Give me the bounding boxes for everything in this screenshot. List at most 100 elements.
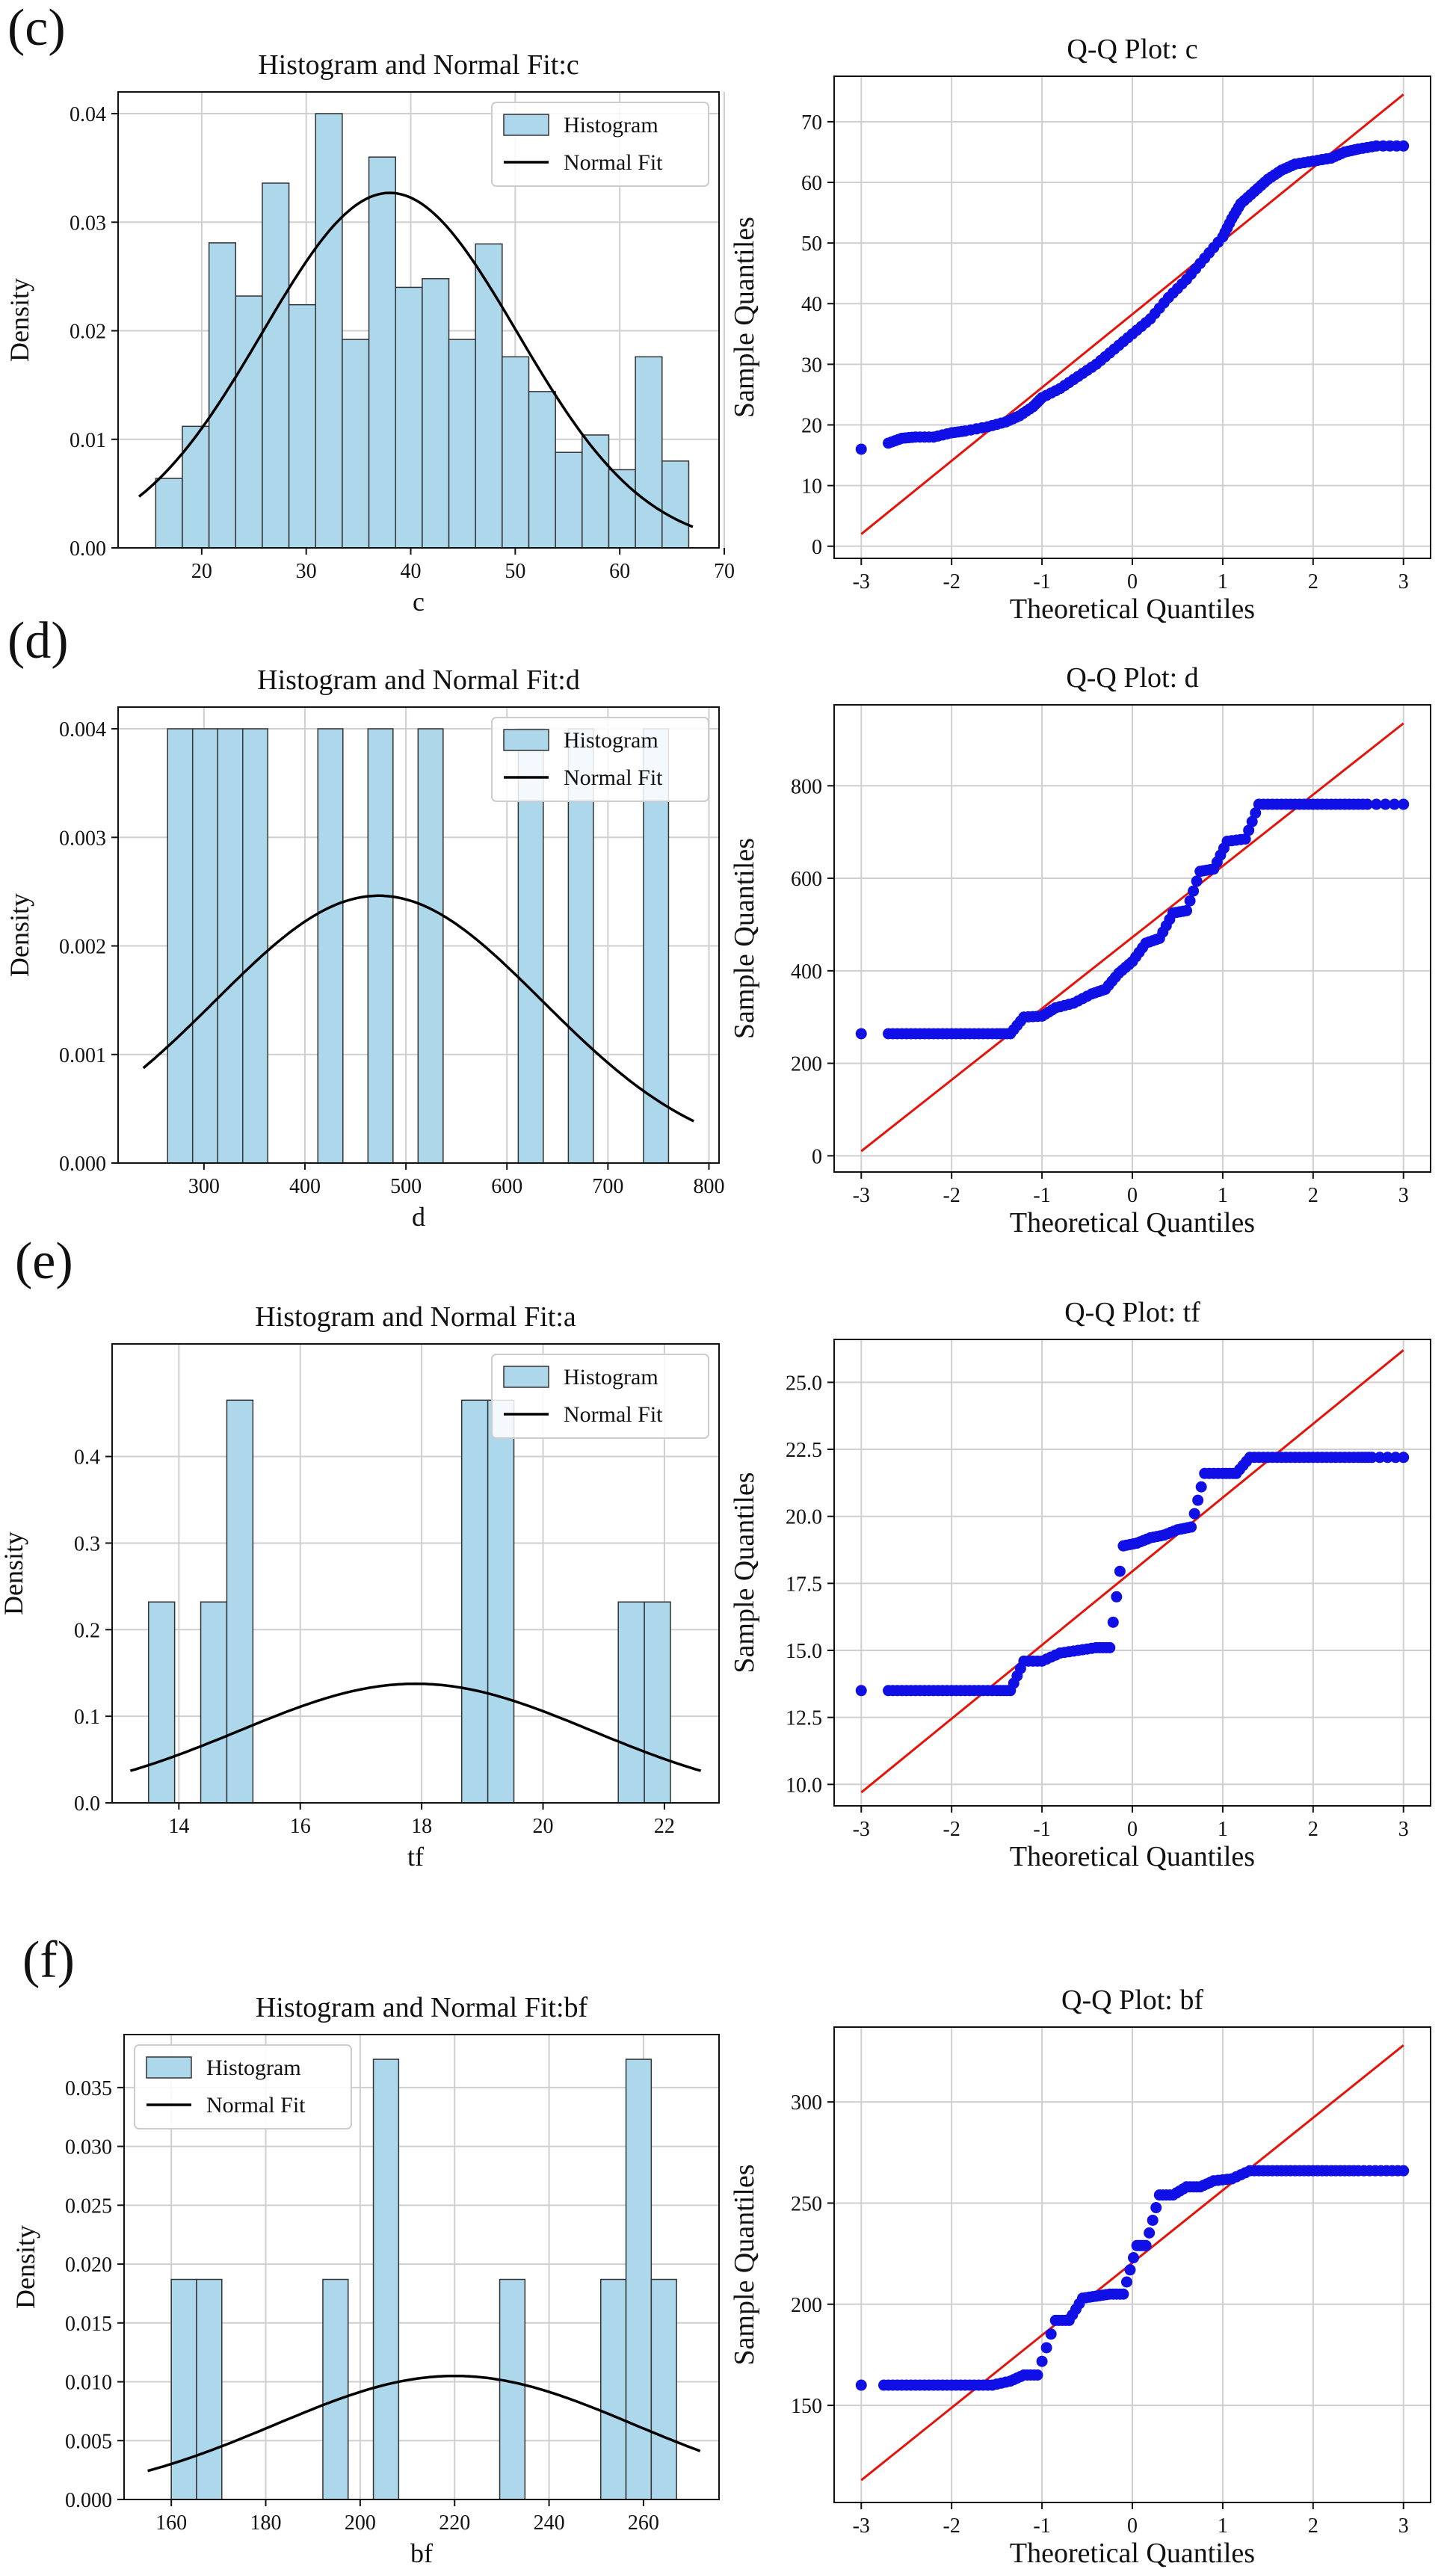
legend-fit-label: Normal Fit	[564, 1402, 663, 1427]
legend-fit-label: Normal Fit	[564, 150, 663, 175]
qq-ylabel: Sample Quantiles	[729, 838, 760, 1039]
qq-xtick-label: -1	[1033, 1818, 1050, 1841]
histogram-bar	[155, 478, 183, 549]
histogram-bar	[372, 2058, 400, 2500]
histogram-bar	[322, 2278, 349, 2500]
qq-ytick-label: 400	[791, 960, 822, 984]
legend: Histogram Normal Fit	[134, 2044, 352, 2129]
legend-fit-label: Normal Fit	[206, 2093, 306, 2118]
qq-point	[1111, 1591, 1123, 1603]
histogram-bar	[217, 728, 244, 1164]
qq-ytick-label: 22.5	[786, 1439, 822, 1462]
hist-xtick-label: 500	[390, 1175, 422, 1198]
histogram-bar	[342, 339, 370, 549]
qq-ytick-label: 17.5	[786, 1573, 822, 1596]
hist-xtick-label: 240	[534, 2511, 565, 2535]
qq-point	[1374, 1452, 1386, 1464]
hist-ytick-label: 0.2	[74, 1619, 100, 1642]
qq-ytick-label: 250	[791, 2192, 822, 2215]
hist-xtick-label: 800	[693, 1175, 724, 1198]
qq-point	[1382, 1452, 1394, 1464]
qq-reference-line	[860, 722, 1404, 1153]
qq-ytick-label: 800	[791, 775, 822, 798]
histogram-bar	[422, 278, 450, 549]
qq-point	[1239, 833, 1251, 845]
histogram-bar	[367, 728, 394, 1164]
histogram-bar	[191, 728, 218, 1164]
hist-ytick-label: 0.030	[65, 2136, 112, 2159]
histogram-bar	[288, 303, 317, 549]
histogram-bar	[460, 1399, 489, 1804]
hist-ytick-label: 0.01	[70, 429, 106, 452]
histogram-bar	[661, 460, 690, 549]
histogram-axes	[117, 706, 720, 1164]
histogram-bar	[417, 728, 444, 1164]
hist-ytick-label: 0.000	[59, 1153, 106, 1176]
hist-ytick-label: 0.025	[65, 2195, 112, 2218]
qq-xtick-label: -2	[943, 570, 960, 593]
qq-ytick-label: 600	[791, 868, 822, 891]
qq-point	[1107, 1616, 1119, 1628]
hist-ytick-label: 0.3	[74, 1532, 100, 1555]
panel-label: (e)	[15, 1233, 73, 1290]
hist-xtick-label: 16	[290, 1815, 311, 1838]
qq-axes	[833, 704, 1431, 1173]
hist-ytick-label: 0.0	[74, 1792, 100, 1816]
hist-xtick-label: 20	[191, 560, 212, 583]
qq-point	[855, 1685, 867, 1697]
qq-ytick-label: 10	[801, 475, 822, 499]
qq-xtick-label: -1	[1033, 2514, 1050, 2538]
histogram-bar	[182, 425, 210, 549]
hist-xtick-label: 18	[411, 1815, 432, 1838]
qq-xtick-label: 0	[1127, 1818, 1138, 1841]
histogram-bar	[226, 1399, 254, 1804]
qq-xtick-label: 2	[1308, 570, 1318, 593]
histogram-bar	[528, 391, 556, 549]
histogram-bar	[617, 1601, 645, 1804]
hist-ytick-label: 0.002	[59, 936, 106, 959]
legend-histogram-label: Histogram	[564, 1365, 658, 1390]
qq-ytick-label: 20	[801, 415, 822, 438]
histogram-xlabel: bf	[410, 2538, 433, 2568]
qq-ytick-label: 70	[801, 111, 822, 135]
qq-xtick-label: 2	[1308, 2514, 1318, 2538]
qq-point	[1045, 2328, 1057, 2340]
qq-title: Q-Q Plot: d	[1066, 662, 1198, 694]
qq-chart: -3 -2 -1 0 1 2 3 150 200 250 300 Q-Q Plot: bf Theore…	[729, 1984, 1431, 2569]
legend-histogram-swatch	[146, 2056, 192, 2079]
qq-xtick-label: 1	[1218, 2514, 1228, 2538]
hist-ytick-label: 0.001	[59, 1044, 106, 1067]
histogram-bar	[200, 1601, 228, 1804]
qq-ytick-label: 0	[812, 1145, 822, 1168]
histogram-bar	[635, 356, 663, 549]
histogram-bar	[262, 182, 290, 549]
histogram-bar	[644, 1601, 671, 1804]
hist-xtick-label: 260	[628, 2511, 659, 2535]
hist-ytick-label: 0.03	[70, 212, 106, 235]
histogram-bar	[241, 728, 269, 1164]
qq-point	[1128, 2252, 1140, 2264]
hist-ytick-label: 0.010	[65, 2372, 112, 2395]
histogram-chart: 300 400 500 600 700 800 0.000 0.001 0.002 0.003 0.…	[4, 664, 724, 1232]
qq-point	[855, 443, 867, 455]
qq-point	[1188, 885, 1200, 897]
hist-ytick-label: 0.003	[59, 827, 106, 850]
histogram-bar	[368, 156, 396, 549]
qq-axes	[833, 75, 1431, 559]
qq-point	[1380, 798, 1392, 810]
qq-axes	[833, 2026, 1431, 2503]
qq-xlabel: Theoretical Quantiles	[1010, 2538, 1255, 2569]
qq-ytick-label: 20.0	[786, 1506, 822, 1529]
qq-xlabel: Theoretical Quantiles	[1010, 1207, 1255, 1239]
histogram-title: Histogram and Normal Fit:bf	[256, 1992, 588, 2023]
legend-histogram-label: Histogram	[564, 728, 658, 753]
qq-xlabel: Theoretical Quantiles	[1010, 1841, 1255, 1872]
histogram-bar	[625, 2058, 653, 2500]
qq-chart: -3 -2 -1 0 1 2 3 0 200 400 600 800 Q-Q Plot: d Theore…	[729, 662, 1431, 1239]
hist-ytick-label: 0.035	[65, 2077, 112, 2100]
hist-xtick-label: 700	[592, 1175, 623, 1198]
normal-fit-curve	[138, 191, 694, 528]
qq-ylabel: Sample Quantiles	[729, 217, 760, 418]
histogram-ylabel: Density	[0, 1532, 28, 1615]
